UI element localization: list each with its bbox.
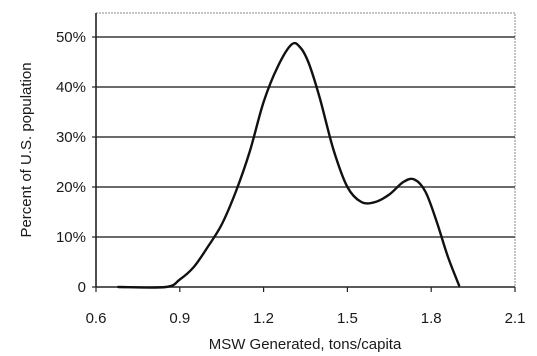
- y-tick-label: 40%: [56, 79, 86, 96]
- y-tick-label: 50%: [56, 29, 86, 46]
- x-tick-label: 1.8: [421, 310, 442, 327]
- x-tick-label: 2.1: [505, 310, 526, 327]
- x-tick-label: 0.9: [169, 310, 190, 327]
- y-tick-label: 10%: [56, 229, 86, 246]
- x-tick-label: 1.5: [337, 310, 358, 327]
- series-line: [117, 41, 461, 289]
- y-tick-label: 20%: [56, 179, 86, 196]
- gridlines: [96, 36, 515, 238]
- y-axis-title: Percent of U.S. population: [18, 62, 35, 237]
- y-tick-label: 30%: [56, 129, 86, 146]
- x-axis-title: MSW Generated, tons/capita: [209, 336, 402, 353]
- y-tick-label: 0: [78, 279, 86, 296]
- x-tick-label: 0.6: [86, 310, 107, 327]
- plot-area: 0 10% 20% 30% 40% 50% 0.6 0.9 1.2 1.5 1.8 2.1: [56, 12, 526, 327]
- y-tick-labels: 0 10% 20% 30% 40% 50%: [56, 29, 96, 296]
- x-tick-labels: 0.6 0.9 1.2 1.5 1.8 2.1: [86, 287, 526, 327]
- x-tick-label: 1.2: [253, 310, 274, 327]
